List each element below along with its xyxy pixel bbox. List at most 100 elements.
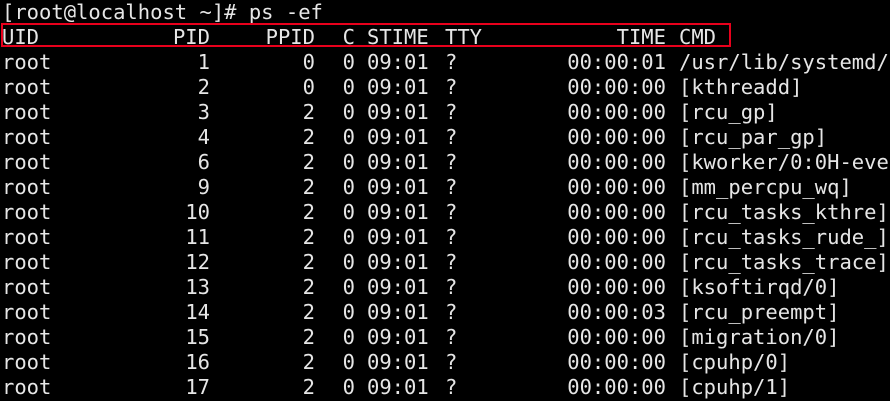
cell-time: 00:00:00 — [567, 325, 666, 349]
table-row: root 12 2 0 09:01? 00:00:00 [rcu_tasks_trace] — [2, 250, 890, 275]
cell-uid: root — [2, 75, 52, 99]
cell-stime: 09:01 — [367, 150, 429, 174]
cell-pid: 3 — [197, 100, 210, 124]
cell-time: 00:00:00 — [567, 200, 666, 224]
cell-c: 0 — [342, 75, 355, 99]
table-row: root 16 2 0 09:01? 00:00:00 [cpuhp/0] — [2, 350, 890, 375]
cell-uid: root — [2, 350, 52, 374]
cell-stime: 09:01 — [367, 125, 429, 149]
cell-time: 00:00:00 — [567, 275, 666, 299]
cell-pid: 15 — [185, 325, 210, 349]
cell-time: 00:00:03 — [567, 300, 666, 324]
table-row: root 9 2 0 09:01? 00:00:00 [mm_percpu_wq] — [2, 175, 890, 200]
cell-time: 00:00:00 — [567, 75, 666, 99]
table-row: root 4 2 0 09:01? 00:00:00 [rcu_par_gp] — [2, 125, 890, 150]
cell-pid: 10 — [185, 200, 210, 224]
cell-c: 0 — [342, 200, 355, 224]
cell-c: 0 — [342, 250, 355, 274]
cell-ppid: 2 — [302, 250, 315, 274]
cell-c: 0 — [342, 150, 355, 174]
cell-cmd: [rcu_par_gp] — [679, 125, 828, 149]
cell-cmd: [rcu_gp] — [679, 100, 778, 124]
cell-stime: 09:01 — [367, 50, 429, 74]
cell-pid: 17 — [185, 375, 210, 399]
table-row: root 1 0 0 09:01? 00:00:01/usr/lib/systemd/ — [2, 50, 890, 75]
cell-cmd: /usr/lib/systemd/ — [679, 50, 889, 74]
cell-ppid: 0 — [302, 75, 315, 99]
table-header-row: UID PID PPID C STIME TTY TIME CMD — [2, 25, 882, 50]
cell-pid: 2 — [197, 75, 210, 99]
cell-tty: ? — [445, 350, 458, 374]
cell-time: 00:00:00 — [567, 100, 666, 124]
cell-time: 00:00:00 — [567, 150, 666, 174]
cell-ppid: 2 — [302, 275, 315, 299]
table-row: root 17 2 0 09:01? 00:00:00 [cpuhp/1] — [2, 375, 890, 400]
cell-stime: 09:01 — [367, 300, 429, 324]
cell-cmd: [mm_percpu_wq] — [679, 175, 852, 199]
cell-stime: 09:01 — [367, 325, 429, 349]
cell-ppid: 2 — [302, 225, 315, 249]
cell-c: 0 — [342, 175, 355, 199]
cell-uid: root — [2, 225, 52, 249]
cell-uid: root — [2, 275, 52, 299]
cell-c: 0 — [342, 275, 355, 299]
cell-uid: root — [2, 50, 52, 74]
cell-stime: 09:01 — [367, 250, 429, 274]
cell-time: 00:00:01 — [567, 50, 666, 74]
cell-ppid: 2 — [302, 300, 315, 324]
header-highlight-box — [1, 23, 731, 47]
header-ppid: PPID — [265, 25, 315, 49]
cell-tty: ? — [445, 300, 458, 324]
cell-pid: 13 — [185, 275, 210, 299]
cell-stime: 09:01 — [367, 100, 429, 124]
cell-stime: 09:01 — [367, 175, 429, 199]
cell-time: 00:00:00 — [567, 225, 666, 249]
cell-uid: root — [2, 150, 52, 174]
cell-ppid: 2 — [302, 150, 315, 174]
cell-uid: root — [2, 250, 52, 274]
cell-c: 0 — [342, 100, 355, 124]
cell-tty: ? — [445, 250, 458, 274]
table-row: root 11 2 0 09:01? 00:00:00 [rcu_tasks_rude_] — [2, 225, 890, 250]
cell-tty: ? — [445, 275, 458, 299]
cell-ppid: 2 — [302, 350, 315, 374]
cell-time: 00:00:00 — [567, 125, 666, 149]
table-row: root 6 2 0 09:01? 00:00:00 [kworker/0:0H-eve — [2, 150, 890, 175]
cell-cmd: [rcu_preempt] — [679, 300, 840, 324]
cell-uid: root — [2, 100, 52, 124]
cell-uid: root — [2, 375, 52, 399]
cell-stime: 09:01 — [367, 75, 429, 99]
table-row: root 13 2 0 09:01? 00:00:00 [ksoftirqd/0] — [2, 275, 890, 300]
cell-cmd: [cpuhp/0] — [679, 350, 791, 374]
cell-tty: ? — [445, 150, 458, 174]
cell-pid: 16 — [185, 350, 210, 374]
cell-c: 0 — [342, 125, 355, 149]
table-row: root 10 2 0 09:01? 00:00:00 [rcu_tasks_kthre] — [2, 200, 890, 225]
cell-tty: ? — [445, 200, 458, 224]
cell-cmd: [rcu_tasks_kthre] — [679, 200, 889, 224]
cell-stime: 09:01 — [367, 225, 429, 249]
header-pid: PID — [172, 25, 210, 49]
cell-time: 00:00:00 — [567, 350, 666, 374]
command-prompt-line: [root@localhost ~]# ps -ef — [2, 0, 323, 24]
cell-c: 0 — [342, 325, 355, 349]
cell-cmd: [kworker/0:0H-eve — [679, 150, 889, 174]
cell-uid: root — [2, 200, 52, 224]
cell-tty: ? — [445, 125, 458, 149]
cell-time: 00:00:00 — [567, 175, 666, 199]
cell-pid: 14 — [185, 300, 210, 324]
cell-stime: 09:01 — [367, 375, 429, 399]
cell-uid: root — [2, 300, 52, 324]
cell-c: 0 — [342, 375, 355, 399]
cell-ppid: 2 — [302, 125, 315, 149]
cell-ppid: 0 — [302, 50, 315, 74]
cell-stime: 09:01 — [367, 200, 429, 224]
table-row: root 14 2 0 09:01? 00:00:03 [rcu_preempt] — [2, 300, 890, 325]
header-cmd: CMD — [679, 25, 717, 49]
cell-c: 0 — [342, 225, 355, 249]
cell-time: 00:00:00 — [567, 250, 666, 274]
cell-tty: ? — [445, 375, 458, 399]
cell-stime: 09:01 — [367, 275, 429, 299]
cell-cmd: [rcu_tasks_trace] — [679, 250, 889, 274]
